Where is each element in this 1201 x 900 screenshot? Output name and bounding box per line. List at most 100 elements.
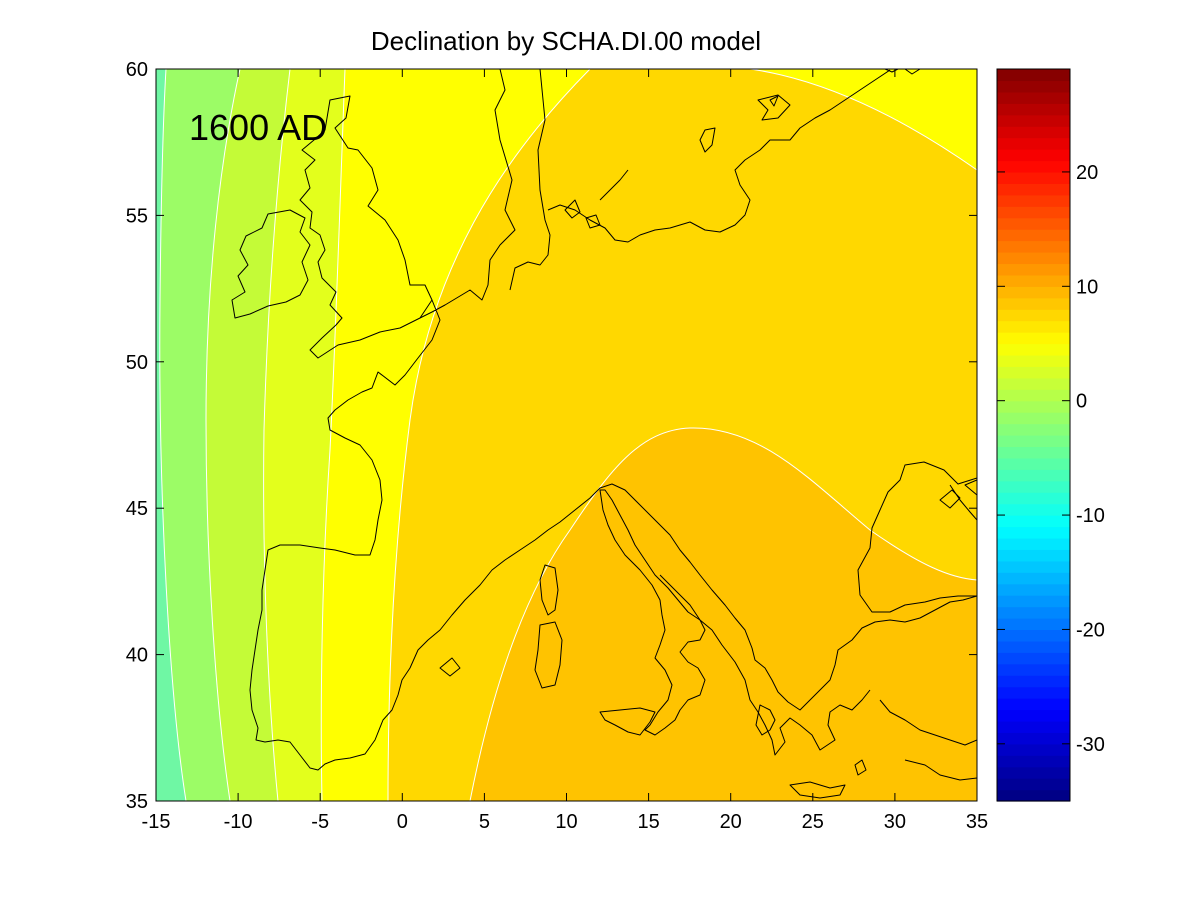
- colorbar-segment: [997, 618, 1070, 631]
- y-axis: 35 40 45 50 55 60: [126, 59, 977, 813]
- coastline-great-britain: [299, 95, 433, 359]
- colorbar-tick-label: -20: [1076, 619, 1105, 641]
- colorbar-tick-label: 10: [1076, 276, 1098, 298]
- coastline-scandinavia: [509, 69, 891, 291]
- colorbar-segment: [997, 126, 1070, 139]
- colorbar-segment: [997, 263, 1070, 276]
- colorbar-segment: [997, 297, 1070, 310]
- colorbar-segment: [997, 320, 1070, 333]
- year-annotation: 1600 AD: [189, 107, 327, 148]
- x-tick-label: 0: [397, 811, 408, 833]
- colorbar-axis: -30 -20 -10 0 10 20: [997, 162, 1105, 756]
- colorbar-segment: [997, 549, 1070, 562]
- colorbar-segment: [997, 412, 1070, 425]
- y-tick-label: 55: [126, 205, 148, 227]
- colorbar-segment: [997, 103, 1070, 116]
- x-tick-label: -5: [311, 811, 329, 833]
- y-tick-label: 35: [126, 791, 148, 813]
- colorbar-segment: [997, 274, 1070, 287]
- colorbar-segment: [997, 709, 1070, 722]
- coastline-sardinia: [534, 621, 563, 689]
- colorbar-segment: [997, 652, 1070, 665]
- colorbar-segment: [997, 137, 1070, 150]
- coastline-west-europe: [249, 69, 977, 771]
- x-tick-label: -10: [224, 811, 253, 833]
- colorbar-segment: [997, 252, 1070, 265]
- colorbar-segment: [997, 686, 1070, 699]
- colorbar-segment: [997, 91, 1070, 104]
- contour-line: [469, 427, 977, 801]
- coastline-italy: [599, 489, 706, 736]
- x-tick-label: 15: [637, 811, 659, 833]
- plot-area: [156, 69, 977, 801]
- contour-line: [159, 69, 187, 801]
- x-tick-label: 30: [884, 811, 906, 833]
- colorbar-segment: [997, 743, 1070, 756]
- contour-line: [205, 69, 241, 801]
- colorbar-segment: [997, 69, 1070, 82]
- colorbar-segment: [997, 789, 1070, 802]
- colorbar-segment: [997, 206, 1070, 219]
- colorbar-segment: [997, 423, 1070, 436]
- coastline-gotland: [699, 127, 716, 153]
- coastlines: [231, 69, 977, 799]
- colorbar-tick-label: -30: [1076, 734, 1105, 756]
- colorbar-segment: [997, 229, 1070, 242]
- colorbar-segment: [997, 560, 1070, 573]
- colorbar-segment: [997, 766, 1070, 779]
- colorbar-segment: [997, 366, 1070, 379]
- x-tick-label: 20: [720, 811, 742, 833]
- colorbar-segment: [997, 640, 1070, 653]
- colorbar-segment: [997, 537, 1070, 550]
- colorbar-segment: [997, 446, 1070, 459]
- colorbar-segment: [997, 675, 1070, 688]
- band-level-8: [470, 427, 977, 801]
- colorbar-segment: [997, 732, 1070, 745]
- x-tick-label: 35: [966, 811, 988, 833]
- contour-bands: [156, 69, 977, 801]
- colorbar-frame: [996, 68, 1071, 802]
- colorbar-segment: [997, 492, 1070, 505]
- colorbar-segment: [997, 629, 1070, 642]
- colorbar-segment: [997, 480, 1070, 493]
- colorbar-segment: [997, 377, 1070, 390]
- y-tick-label: 60: [126, 59, 148, 81]
- colorbar-segment: [997, 469, 1070, 482]
- colorbar-segment: [997, 286, 1070, 299]
- colorbar-segment: [997, 240, 1070, 253]
- coastline-baltic-island: [564, 199, 601, 229]
- x-tick-label: 25: [802, 811, 824, 833]
- coastline-north: [769, 69, 921, 107]
- colorbar-segment: [997, 435, 1070, 448]
- x-tick-label: 10: [555, 811, 577, 833]
- colorbar-segment: [997, 332, 1070, 345]
- x-axis: -15 -10 -5 0 5 10 15 20 25 30 35: [142, 69, 988, 833]
- colorbar-segment: [997, 309, 1070, 322]
- colorbar-segment: [997, 343, 1070, 356]
- colorbar-segment: [997, 606, 1070, 619]
- colorbar-segment: [997, 526, 1070, 539]
- colorbar-segment: [997, 389, 1070, 402]
- coastline-ireland: [231, 209, 311, 319]
- colorbar-segment: [997, 755, 1070, 768]
- coastline-turkey: [879, 699, 977, 781]
- colorbar-segment: [997, 149, 1070, 162]
- x-tick-label: 5: [479, 811, 490, 833]
- colorbar-segment: [997, 663, 1070, 676]
- coastline-crimea: [939, 479, 977, 509]
- colorbar-segment: [997, 114, 1070, 127]
- colorbar-segment: [997, 515, 1070, 528]
- colorbar-segment: [997, 720, 1070, 733]
- coastline-crete: [789, 781, 846, 799]
- y-tick-label: 50: [126, 352, 148, 374]
- colorbar-tick-label: -10: [1076, 505, 1105, 527]
- colorbar-segment: [997, 595, 1070, 608]
- coastline-balearic: [439, 657, 461, 677]
- colorbar-segment: [997, 171, 1070, 184]
- colorbar-segment: [997, 80, 1070, 93]
- coastline-sicily: [599, 707, 656, 736]
- contour-line: [387, 69, 977, 801]
- y-tick-label: 45: [126, 498, 148, 520]
- contour-line: [263, 69, 291, 801]
